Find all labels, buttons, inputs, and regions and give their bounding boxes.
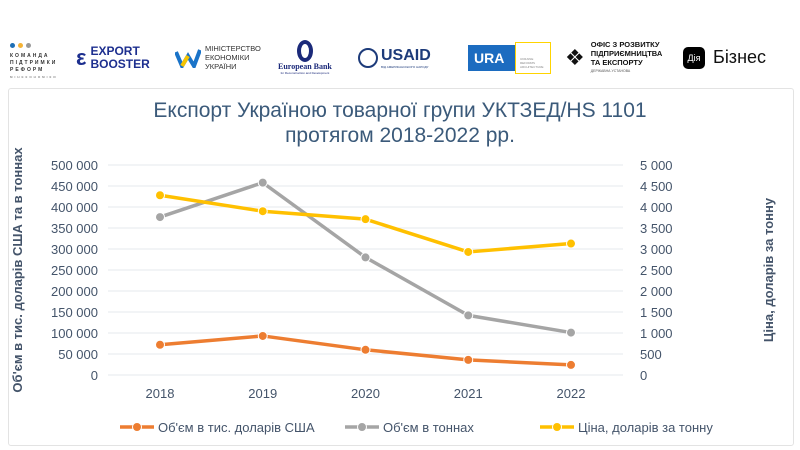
- data-point: [463, 246, 474, 257]
- ura-logo: URA UKRAINE REFORMS ARCHITECTURE: [468, 30, 551, 85]
- logo-text: ПІДТРИМКИ: [10, 59, 58, 66]
- y2-tick-label: 0: [640, 368, 647, 383]
- ebrd-logo: European Bank for Reconstruction and Dev…: [278, 30, 332, 85]
- y-tick-label: 400 000: [51, 200, 98, 215]
- chart-title-line: протягом 2018-2022 рр.: [285, 124, 515, 147]
- data-point: [566, 327, 576, 338]
- logo-text: Дія: [683, 46, 705, 69]
- logo-text: USAID: [381, 46, 431, 64]
- y2-tick-label: 3 500: [640, 221, 673, 236]
- data-point: [463, 354, 474, 365]
- data-point: [257, 206, 268, 217]
- y-tick-label: 200 000: [51, 284, 98, 299]
- data-point: [463, 310, 474, 321]
- legend-label: Об'єм в тоннах: [383, 420, 474, 435]
- logo-text: European Bank: [278, 62, 332, 71]
- y2-axis-label: Ціна, доларів за тонну: [761, 197, 776, 342]
- data-point: [155, 339, 165, 350]
- x-tick-label: 2021: [454, 386, 483, 401]
- logo-text: ЕКОНОМІКИ: [205, 53, 250, 62]
- legend-marker: [357, 422, 367, 432]
- logo-text: РЕФОРМ: [10, 66, 45, 73]
- chart-frame: [8, 88, 794, 446]
- y-tick-label: 250 000: [51, 263, 98, 278]
- logo-text: МІНІСТЕРСТВО: [205, 44, 261, 53]
- logo-text: УКРАЇНИ: [205, 62, 237, 71]
- y2-tick-label: 1 000: [640, 326, 673, 341]
- data-point: [360, 214, 371, 225]
- y-axis-label: Об'єм в тис. доларів США та в тоннах: [10, 147, 25, 393]
- logo-text: ПІДПРИЄМНИЦТВА: [590, 48, 663, 58]
- ministry-m-icon: [175, 48, 201, 68]
- data-point: [155, 190, 165, 201]
- data-point: [257, 330, 268, 341]
- logo-text: КОМАНДА: [10, 52, 50, 59]
- y2-tick-label: 4 000: [640, 200, 673, 215]
- y2-tick-label: 2 000: [640, 284, 673, 299]
- ministry-logo: МІНІСТЕРСТВО ЕКОНОМІКИ УКРАЇНИ: [175, 30, 261, 85]
- y-tick-label: 0: [91, 368, 98, 383]
- y-tick-label: 150 000: [51, 305, 98, 320]
- y-tick-label: 100 000: [51, 326, 98, 341]
- y-tick-label: 500 000: [51, 158, 98, 173]
- legend-label: Об'єм в тис. доларів США: [158, 420, 315, 435]
- usaid-logo: USAID ВІД АМЕРИКАНСЬКОГО НАРОДУ: [358, 30, 431, 85]
- logo-text: МІНЕКОНОМІКИ: [10, 74, 58, 79]
- y2-tick-label: 2 500: [640, 263, 673, 278]
- logo-text: for Reconstruction and Development: [280, 71, 330, 75]
- legend-label: Ціна, доларів за тонну: [578, 420, 713, 435]
- logo-text: ДЕРЖАВНА УСТАНОВА: [590, 68, 631, 73]
- partner-logos: КОМАНДА ПІДТРИМКИ РЕФОРМ МІНЕКОНОМІКИ ε …: [0, 30, 800, 85]
- diia-logo: Дія Бізнес: [683, 30, 766, 85]
- legend-marker: [552, 422, 562, 432]
- y-tick-label: 350 000: [51, 221, 98, 236]
- y-tick-label: 50 000: [58, 347, 98, 362]
- data-point: [566, 238, 576, 249]
- x-tick-label: 2019: [248, 386, 277, 401]
- data-point: [257, 177, 268, 188]
- y2-tick-label: 3 000: [640, 242, 673, 257]
- logo-text: BOOSTER: [90, 56, 150, 71]
- x-tick-label: 2020: [351, 386, 380, 401]
- y2-tick-label: 500: [640, 347, 662, 362]
- chart-title-line: Експорт Україною товарної групи УКТЗЕД/H…: [153, 99, 647, 122]
- legend-marker: [132, 422, 142, 432]
- logo-text: ВІД АМЕРИКАНСЬКОГО НАРОДУ: [381, 64, 429, 69]
- x-tick-label: 2022: [557, 386, 586, 401]
- y2-tick-label: 5 000: [640, 158, 673, 173]
- logo-text: UKRAINE REFORMS ARCHITECTURE: [515, 41, 551, 74]
- export-booster-logo: ε EXPORT BOOSTER: [76, 43, 150, 71]
- chart-title: Експорт Україною товарної групи УКТЗЕД/H…: [0, 98, 800, 148]
- data-point: [360, 252, 371, 263]
- data-point: [360, 344, 371, 355]
- data-point: [155, 212, 165, 223]
- komanda-logo: КОМАНДА ПІДТРИМКИ РЕФОРМ МІНЕКОНОМІКИ: [10, 30, 57, 85]
- y-tick-label: 300 000: [51, 242, 98, 257]
- logo-text: ОФІС З РОЗВИТКУ: [590, 39, 660, 49]
- logo-text: Бізнес: [713, 47, 767, 67]
- y2-tick-label: 4 500: [640, 179, 673, 194]
- data-point: [566, 359, 576, 370]
- y2-tick-label: 1 500: [640, 305, 673, 320]
- office-logo: ❖ ОФІС З РОЗВИТКУ ПІДПРИЄМНИЦТВА ТА ЕКСПОР…: [565, 30, 662, 85]
- logo-text: EXPORT: [90, 43, 140, 58]
- y-tick-label: 450 000: [51, 179, 98, 194]
- x-tick-label: 2018: [146, 386, 175, 401]
- logo-text: URA: [468, 44, 515, 71]
- logo-text: ТА ЕКСПОРТУ: [590, 57, 643, 67]
